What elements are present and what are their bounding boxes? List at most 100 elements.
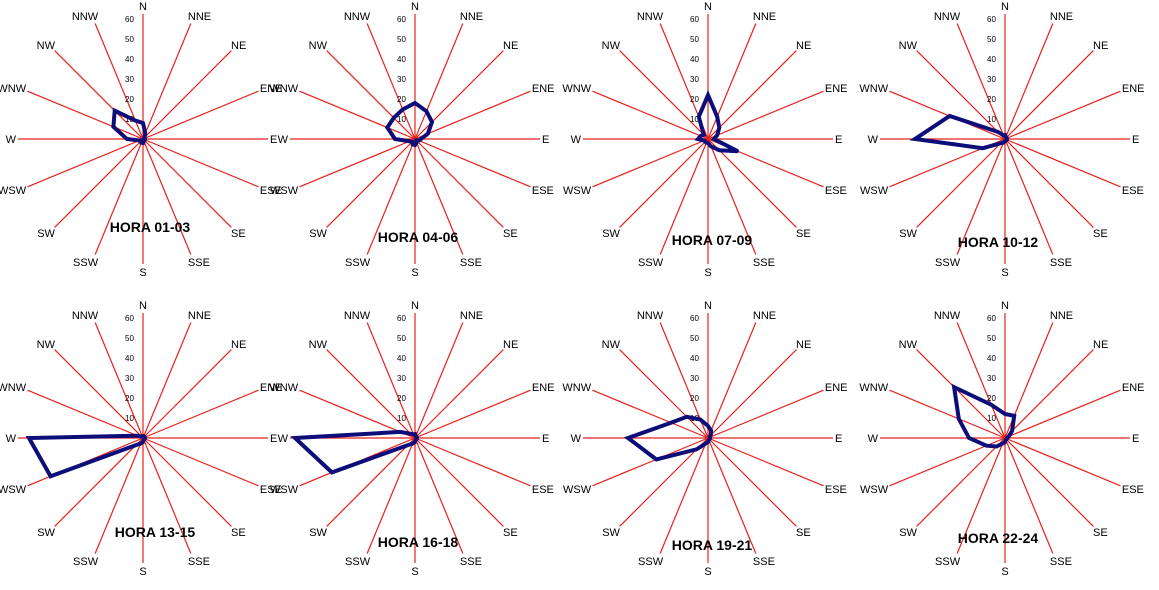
direction-label-wnw: WNW <box>0 382 27 394</box>
data-point-sw <box>999 141 1003 145</box>
radial-tick-label: 60 <box>397 15 406 24</box>
direction-label-nne: NNE <box>1050 310 1073 322</box>
direction-label-se: SE <box>231 228 246 240</box>
direction-label-n: N <box>411 1 419 13</box>
data-point-nne <box>425 109 428 113</box>
spoke-nw <box>326 349 416 439</box>
data-point-ssw <box>704 442 708 445</box>
radial-tick-label: 20 <box>987 95 996 104</box>
data-point-wsw <box>137 139 141 142</box>
direction-label-nnw: NNW <box>72 11 99 23</box>
data-point-wsw <box>981 146 985 150</box>
direction-label-sw: SW <box>37 228 55 240</box>
series-outline <box>25 433 148 479</box>
chart-title: HORA 13-15 <box>115 524 196 540</box>
spoke-se <box>1004 437 1094 527</box>
direction-label-sse: SSE <box>460 257 482 269</box>
direction-label-n: N <box>1001 300 1009 312</box>
data-point-sw <box>406 443 410 447</box>
direction-label-se: SE <box>796 228 811 240</box>
spoke-ne <box>1004 50 1094 140</box>
direction-label-ssw: SSW <box>73 556 99 568</box>
spoke-sse <box>1004 138 1054 255</box>
data-point-nw <box>409 432 413 436</box>
data-point-ssw <box>411 442 415 445</box>
data-point-ssw <box>140 141 143 145</box>
direction-label-ene: ENE <box>532 382 555 394</box>
spoke-wnw <box>889 389 1006 439</box>
spoke-ene <box>1004 389 1121 439</box>
spoke-nw <box>619 50 709 140</box>
direction-label-nw: NW <box>309 339 328 351</box>
direction-label-ne: NE <box>231 40 246 52</box>
data-point-nw <box>702 133 706 137</box>
direction-label-sse: SSE <box>753 257 775 269</box>
spoke-ese <box>414 437 531 487</box>
wind-rose-panel: NNNENEENEEESESESSESSSWSWWSWWWNWNWNNW1020… <box>562 300 847 578</box>
data-point-s <box>1003 440 1007 444</box>
direction-label-ssw: SSW <box>935 257 961 269</box>
spoke-ssw <box>366 437 416 554</box>
direction-label-nne: NNE <box>188 310 211 322</box>
direction-label-w: W <box>278 433 289 445</box>
chart-title: HORA 22-24 <box>958 530 1039 546</box>
direction-label-ssw: SSW <box>345 257 371 269</box>
direction-label-e: E <box>835 134 842 146</box>
data-point-w <box>626 436 630 440</box>
spoke-wsw <box>27 138 144 188</box>
data-point-ese <box>417 139 421 142</box>
spoke-wsw <box>592 138 709 188</box>
spoke-nne <box>414 23 464 140</box>
data-point-ne <box>1010 429 1014 433</box>
direction-label-wsw: WSW <box>860 484 889 496</box>
spoke-se <box>707 437 797 527</box>
data-point-n <box>413 101 417 105</box>
data-point-s <box>413 143 417 147</box>
direction-label-nne: NNE <box>753 11 776 23</box>
spoke-ese <box>414 138 531 188</box>
radial-tick-label: 40 <box>397 55 406 64</box>
data-point-nne <box>715 115 719 119</box>
data-point-sse <box>709 144 713 148</box>
spoke-nnw <box>956 322 1006 439</box>
radial-tick-label: 50 <box>987 334 996 343</box>
data-point-n <box>1003 412 1007 416</box>
spoke-nw <box>916 349 1006 439</box>
direction-label-sw: SW <box>602 228 620 240</box>
radial-tick-label: 40 <box>125 354 134 363</box>
direction-label-ne: NE <box>503 339 518 351</box>
direction-label-ene: ENE <box>260 382 283 394</box>
radial-tick-label: 10 <box>397 414 406 423</box>
spoke-nw <box>619 349 709 439</box>
direction-label-nnw: NNW <box>72 310 99 322</box>
spoke-wsw <box>299 138 416 188</box>
direction-label-ssw: SSW <box>638 556 664 568</box>
direction-label-ene: ENE <box>532 83 555 95</box>
direction-label-nw: NW <box>602 339 621 351</box>
direction-label-sse: SSE <box>753 556 775 568</box>
radial-tick-label: 60 <box>690 15 699 24</box>
spoke-nw <box>54 50 144 140</box>
spoke-ssw <box>94 138 144 255</box>
spoke-sw <box>54 138 144 228</box>
spoke-se <box>142 138 232 228</box>
spoke-wnw <box>592 389 709 439</box>
direction-label-sse: SSE <box>460 556 482 568</box>
direction-label-nnw: NNW <box>637 310 664 322</box>
spoke-ne <box>1004 349 1094 439</box>
direction-label-ssw: SSW <box>935 556 961 568</box>
radial-tick-label: 40 <box>125 55 134 64</box>
data-point-wnw <box>111 125 115 129</box>
direction-label-sw: SW <box>309 527 327 539</box>
data-point-nne <box>143 132 147 135</box>
spoke-sse <box>707 437 757 554</box>
spoke-ene <box>414 90 531 140</box>
direction-label-w: W <box>278 134 289 146</box>
data-point-wnw <box>948 114 952 118</box>
direction-label-s: S <box>1001 566 1008 578</box>
direction-label-w: W <box>6 433 17 445</box>
direction-label-sse: SSE <box>188 556 210 568</box>
data-point-sw <box>995 445 998 448</box>
spoke-nne <box>1004 23 1054 140</box>
data-point-nw <box>392 116 396 120</box>
